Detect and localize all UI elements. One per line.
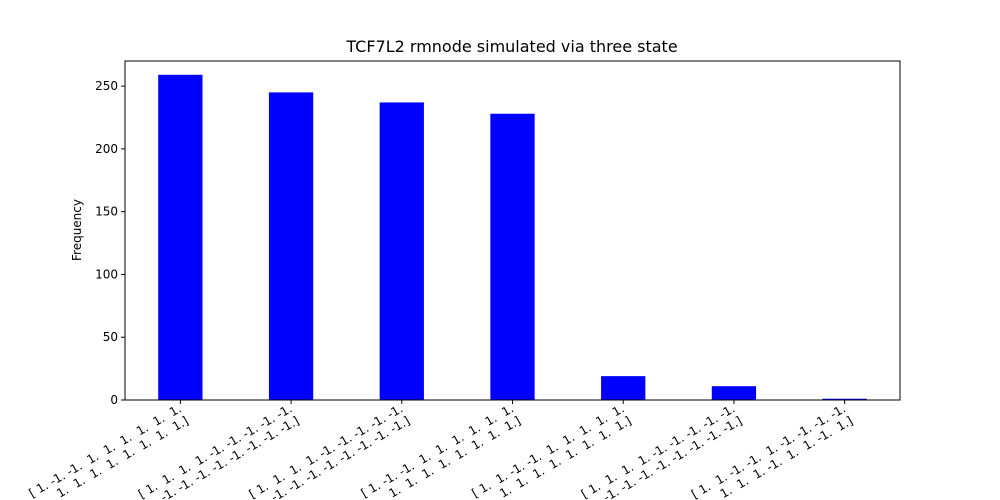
y-tick-label: 200	[95, 142, 118, 156]
y-tick-label: 50	[103, 330, 118, 344]
x-axis: [ 1. -1. -1. 1. 1. 1. 1. 1. 1. 1. 1. 1. …	[27, 400, 855, 500]
bar-4	[490, 113, 535, 400]
y-tick-label: 0	[110, 393, 118, 407]
bar-5	[601, 376, 646, 400]
bar-1	[158, 74, 203, 401]
bar-6	[711, 386, 757, 400]
chart-title: TCF7L2 rmnode simulated via three state	[345, 37, 677, 56]
bars-group	[158, 74, 867, 401]
plot-frame	[124, 60, 901, 401]
y-tick-label: 250	[95, 79, 118, 93]
y-tick-label: 100	[95, 267, 118, 281]
bar-2	[268, 92, 314, 400]
y-tick-label: 150	[95, 205, 118, 219]
bar-7	[822, 398, 867, 400]
y-axis-label: Frequency	[70, 199, 84, 261]
bar-3	[379, 102, 424, 400]
y-axis: 0 50 100 150 200 250	[95, 79, 125, 407]
